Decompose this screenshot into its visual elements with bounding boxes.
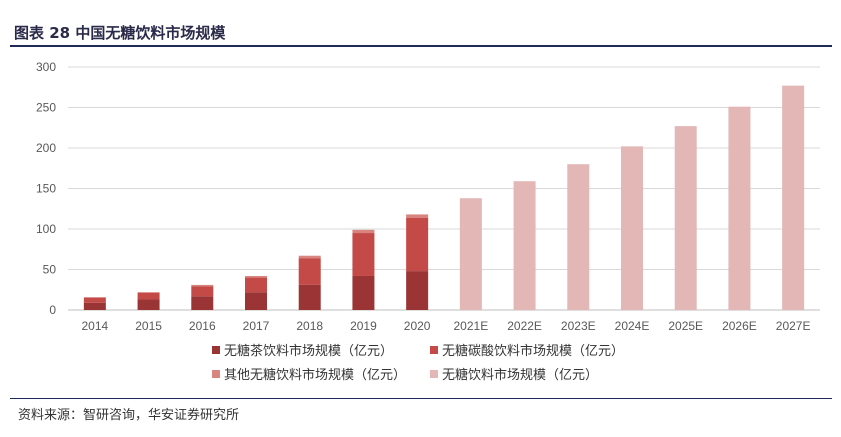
x-tick-label: 2020 <box>404 319 431 333</box>
bar-segment <box>137 299 160 310</box>
y-tick-label: 100 <box>36 222 56 236</box>
bar-segment <box>674 126 697 310</box>
bar-segment <box>191 284 214 287</box>
bar-segment <box>137 292 160 293</box>
bar-segment <box>406 271 429 310</box>
legend-label: 其他无糖饮料市场规模（亿元） <box>224 367 406 383</box>
bar-segment <box>352 275 375 310</box>
bars <box>83 85 805 310</box>
y-axis-ticks: 0 50 100 150 200 250 300 <box>36 60 56 317</box>
bar-segment <box>83 297 106 303</box>
legend-label: 无糖碳酸饮料市场规模（亿元） <box>442 343 624 359</box>
bar-segment <box>245 277 267 293</box>
legend-swatch <box>430 370 438 378</box>
bar-segment <box>245 275 267 278</box>
bar-segment <box>621 146 643 310</box>
bar-segment <box>567 164 590 310</box>
bar-segment <box>352 229 375 234</box>
bar-segment <box>728 106 751 310</box>
bar-segment <box>298 255 321 259</box>
bar-segment <box>83 302 106 310</box>
bar-segment <box>137 292 160 300</box>
bar-segment <box>352 233 375 276</box>
y-tick-label: 50 <box>43 263 57 277</box>
bar-segment <box>191 286 214 297</box>
x-tick-label: 2022E <box>507 319 542 333</box>
x-tick-label: 2027E <box>776 319 811 333</box>
bar-segment <box>782 85 805 310</box>
legend-label: 无糖饮料市场规模（亿元） <box>442 367 598 383</box>
x-tick-label: 2023E <box>561 319 596 333</box>
y-tick-label: 150 <box>36 182 56 196</box>
legend: 无糖茶饮料市场规模（亿元） 无糖碳酸饮料市场规模（亿元） 其他无糖饮料市场规模（亿元… <box>212 343 624 383</box>
bar-segment <box>406 217 429 272</box>
bar-segment <box>245 292 267 310</box>
gridlines <box>68 66 820 311</box>
bar-segment <box>191 296 214 310</box>
x-tick-label: 2026E <box>722 319 757 333</box>
x-tick-label: 2019 <box>350 319 377 333</box>
x-tick-label: 2017 <box>243 319 270 333</box>
bar-segment <box>83 297 106 298</box>
legend-swatch <box>212 370 220 378</box>
x-tick-label: 2024E <box>615 319 650 333</box>
y-tick-label: 200 <box>36 141 56 155</box>
y-tick-label: 250 <box>36 101 56 115</box>
source-note: 资料来源：智研咨询，华安证券研究所 <box>18 408 240 423</box>
x-tick-label: 2025E <box>668 319 703 333</box>
legend-label: 无糖茶饮料市场规模（亿元） <box>224 343 393 359</box>
legend-swatch <box>430 346 438 354</box>
bar-segment <box>459 198 482 310</box>
x-tick-label: 2018 <box>296 319 323 333</box>
bar-segment <box>513 181 536 310</box>
footer-rule <box>10 398 832 399</box>
x-tick-label: 2015 <box>135 319 162 333</box>
x-tick-label: 2014 <box>82 319 109 333</box>
bar-segment <box>298 284 321 310</box>
x-tick-label: 2021E <box>454 319 489 333</box>
title-rule <box>10 45 832 47</box>
legend-swatch <box>212 346 220 354</box>
y-tick-label: 0 <box>49 303 56 317</box>
y-tick-label: 300 <box>36 60 56 74</box>
chart-title: 图表 28 中国无糖饮料市场规模 <box>14 24 226 42</box>
x-tick-label: 2016 <box>189 319 216 333</box>
bar-segment <box>298 258 321 285</box>
bar-segment <box>406 214 429 218</box>
x-axis-ticks: 2014 2015 2016 2017 2018 2019 2020 2021E 2022E 20… <box>82 319 811 333</box>
